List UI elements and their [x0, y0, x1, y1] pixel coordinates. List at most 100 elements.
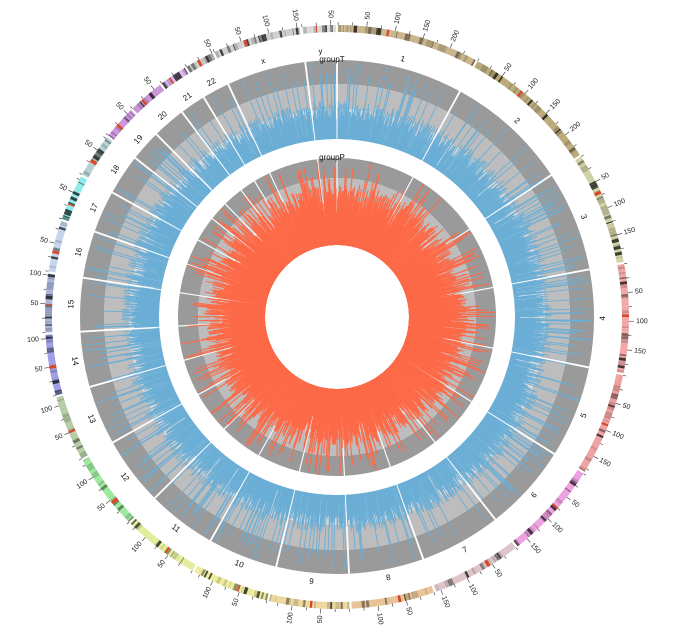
bar-groupT-chr7	[417, 475, 431, 500]
bar-groupT-chr5	[504, 376, 525, 385]
bar-groupT-chr20	[203, 150, 226, 179]
bar-groupT-chr1	[350, 113, 354, 140]
bar-groupT-chrx	[270, 124, 280, 149]
bar-groupT-chr10	[280, 488, 290, 517]
bar-groupT-chr8	[384, 488, 396, 524]
bar-groupT-chr10	[218, 472, 251, 529]
bar-groupT-chr13	[139, 387, 174, 403]
bar-groupT-chry	[330, 118, 332, 140]
bar-groupT-chr8	[371, 491, 377, 516]
bar-groupT-chr1	[359, 112, 365, 141]
bar-groupT-chr20	[177, 143, 217, 187]
bar-groupT-chr15	[122, 311, 160, 314]
bar-groupT-chr5	[506, 371, 531, 381]
bar-groupT-chr22	[231, 130, 250, 163]
bar-groupT-chr8	[358, 493, 363, 520]
cytoband-chr1	[421, 38, 425, 46]
bar-groupT-chr6	[458, 446, 473, 462]
bar-groupT-chr6	[466, 438, 495, 465]
bar-groupT-chr9	[327, 494, 330, 515]
bar-groupT-chr3	[499, 229, 536, 246]
bar-groupT-chr15	[127, 285, 161, 292]
bar-groupT-chr7	[408, 479, 423, 511]
bar-groupT-chr18	[134, 175, 192, 216]
bar-groupT-chr4	[513, 287, 581, 297]
bar-groupT-chr17	[154, 223, 179, 237]
bar-groupT-chr4	[513, 342, 551, 349]
bar-groupT-chr6	[471, 432, 489, 448]
bar-groupT-chr13	[151, 386, 174, 397]
bar-groupT-chr2	[484, 196, 515, 218]
bar-groupT-chr12	[144, 427, 198, 471]
bar-groupT-chr4	[514, 308, 588, 312]
bar-groupT-chr1	[381, 116, 390, 145]
bar-groupT-chr2	[444, 119, 487, 176]
bar-groupT-chr10	[265, 483, 274, 504]
bar-groupT-chr14	[140, 346, 162, 352]
bar-groupT-chr13	[160, 396, 179, 407]
bar-groupT-chr11	[197, 449, 220, 475]
bar-groupT-chrx	[262, 124, 274, 151]
bar-groupT-chr2	[479, 199, 497, 212]
bar-groupT-chr13	[139, 375, 170, 388]
bar-groupT-chr4	[514, 307, 549, 310]
bar-groupT-chrx	[251, 129, 264, 156]
bar-groupT-chrx	[293, 111, 301, 143]
bar-groupT-chr1	[345, 107, 348, 140]
cytoband-chr1	[374, 27, 377, 35]
bar-groupT-chr12	[153, 404, 183, 422]
bar-groupT-chr14	[139, 349, 163, 356]
bar-groupT-chr22	[238, 124, 257, 159]
bar-groupT-chr2	[436, 145, 455, 171]
bar-groupT-chr9	[324, 494, 328, 518]
bar-groupT-chr3	[497, 228, 526, 242]
bar-groupT-chr5	[498, 391, 521, 403]
bar-groupT-chr7	[439, 461, 454, 481]
bar-groupT-chr5	[488, 409, 539, 442]
cytoband-chr1	[382, 28, 386, 36]
bar-groupT-chr14	[135, 364, 166, 374]
bar-groupT-chr7	[421, 473, 456, 536]
bar-groupT-chr17	[122, 215, 177, 242]
bar-groupT-chr20	[206, 167, 220, 184]
bar-groupT-chry	[310, 62, 320, 140]
bar-groupT-chr2	[481, 197, 504, 214]
bar-groupT-chrx	[274, 118, 285, 148]
bar-groupT-chr15	[123, 303, 160, 307]
bar-groupT-chr5	[489, 407, 521, 427]
bar-groupT-chrx	[270, 130, 279, 150]
track-groupT-band-chr20	[157, 112, 196, 151]
bar-groupT-chr4	[514, 325, 541, 328]
bar-groupT-chr12	[169, 409, 186, 420]
bar-groupT-chr4	[514, 324, 545, 327]
bar-groupT-chry	[321, 82, 326, 140]
bar-groupT-chr8	[382, 488, 392, 520]
bar-groupT-chr11	[198, 444, 214, 460]
bar-groupT-chr9	[306, 493, 317, 565]
bar-groupT-chr7	[400, 482, 413, 513]
bar-groupT-chr8	[376, 490, 391, 546]
bar-groupT-chr2	[431, 141, 449, 167]
bar-groupT-chr6	[461, 444, 487, 471]
bar-groupT-chr17	[170, 239, 176, 243]
bar-groupT-chr1	[341, 103, 344, 140]
bar-groupT-chr7	[436, 464, 449, 483]
bar-groupT-chr12	[156, 437, 207, 485]
track-groupP-band-chr11	[224, 415, 269, 456]
bar-groupT-chr9	[340, 494, 342, 525]
bar-groupT-chrx	[281, 108, 293, 145]
bar-groupT-chr3	[511, 275, 538, 282]
bar-groupT-chrx	[290, 117, 297, 144]
bar-groupT-chr5	[501, 384, 569, 413]
bar-groupT-chr17	[153, 240, 173, 249]
bar-groupT-chr18	[166, 192, 194, 213]
bar-groupT-chr5	[504, 377, 526, 387]
bar-groupT-chr2	[480, 209, 485, 213]
bar-groupT-chr1	[400, 131, 409, 151]
bar-groupT-chr5	[502, 380, 525, 390]
bar-groupT-chr11	[200, 448, 218, 469]
bar-groupT-chr11	[230, 467, 244, 489]
bar-groupT-chr5	[493, 401, 517, 415]
bar-groupT-chr12	[172, 419, 193, 435]
bar-groupT-chr9	[330, 494, 333, 517]
